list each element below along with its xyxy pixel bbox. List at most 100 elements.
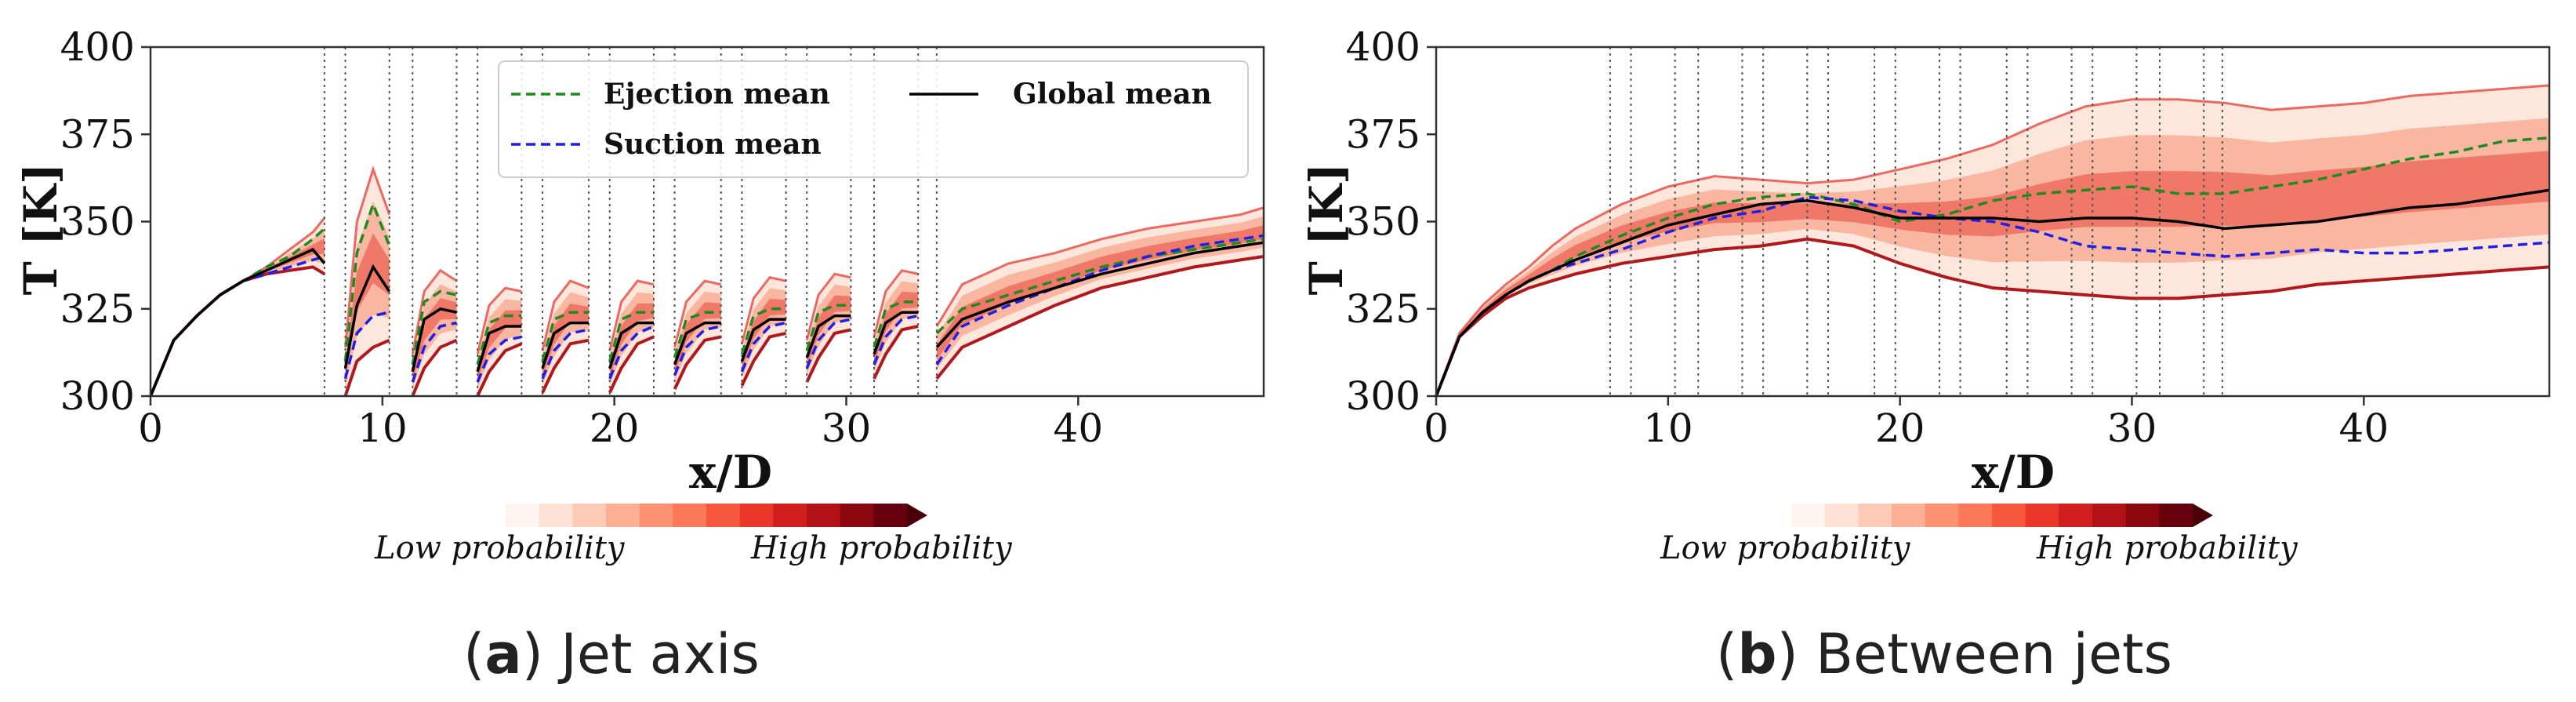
y-tick-label: 325 [60, 286, 135, 332]
panel-between-jets: 0 10 20 30 40 300 325 350 375 400 x/D T [K] Low … [1300, 24, 2551, 686]
colorbar-cell [807, 504, 841, 527]
x-tick-label: 40 [2339, 406, 2389, 451]
band-low-edge [873, 325, 919, 380]
caption-text: Jet axis [557, 622, 760, 686]
x-tick-label: 30 [2107, 406, 2157, 451]
band-low-edge [476, 342, 523, 397]
colorbar-cell [840, 504, 874, 527]
suction-mean-line [541, 328, 590, 380]
global-mean-line [1435, 188, 2550, 397]
x-ticks: 0 10 20 30 40 [138, 396, 1103, 451]
x-axis-label: x/D [689, 446, 772, 499]
y-tick-label: 400 [60, 24, 135, 70]
probability-band-segment [412, 298, 457, 381]
panel-jet-axis: 0 10 20 30 40 300 325 350 375 400 x/D T [K] Ejec… [14, 24, 1265, 686]
suction-mean-line [476, 335, 522, 383]
global-mean-line [740, 318, 786, 362]
caption: (b) Between jets [1716, 622, 2172, 686]
suction-mean-line [935, 234, 1264, 366]
band-low-edge [805, 328, 851, 384]
x-ticks: 0 10 20 30 40 [1424, 396, 2389, 451]
y-axis-label: T [K] [14, 163, 67, 296]
y-tick-label: 350 [60, 199, 135, 245]
band-high-edge [344, 165, 391, 347]
y-ticks: 300 325 350 375 400 [60, 24, 151, 419]
colorbar [506, 504, 927, 527]
x-tick-label: 10 [357, 406, 408, 451]
y-tick-label: 300 [60, 373, 135, 419]
band-low-edge [740, 331, 787, 387]
band-low-edge [149, 265, 325, 397]
band-high-edge [873, 269, 919, 337]
jet-position-lines [1609, 47, 2223, 396]
probability-band-segment [151, 238, 325, 396]
legend-suction-label: Suction mean [604, 128, 822, 161]
global-mean-line [935, 241, 1264, 348]
band-low-edge [608, 335, 655, 394]
colorbar-extend-arrow [907, 504, 927, 527]
ejection-mean-line [873, 300, 919, 348]
y-tick-label: 375 [1346, 111, 1420, 157]
ejection-mean-line [541, 311, 590, 362]
band-high-edge [476, 286, 522, 355]
colorbar-extend-arrow [2193, 504, 2213, 527]
suction-mean-line [673, 325, 722, 376]
band-high-edge [411, 268, 458, 355]
colorbar-cell [1992, 504, 2026, 527]
x-tick-label: 40 [1054, 406, 1104, 451]
series-lines [1435, 136, 2550, 397]
x-tick-label: 30 [822, 406, 872, 451]
colorbar-cell [706, 504, 741, 527]
x-tick-label: 0 [138, 406, 163, 451]
colorbar-cell [773, 504, 807, 527]
y-tick-label: 300 [1346, 373, 1420, 419]
y-tick-label: 350 [1346, 199, 1420, 245]
colorbar-cell [1791, 504, 1826, 527]
colorbar-low-label: Low probability [1660, 530, 1911, 566]
x-tick-label: 10 [1643, 406, 1693, 451]
probability-band-segment [151, 218, 325, 396]
band-low-edge [411, 338, 458, 397]
y-axis-label: T [K] [1300, 163, 1353, 296]
band-high-edge [805, 272, 851, 341]
band-high-edge [740, 276, 786, 344]
global-mean-line [476, 325, 522, 373]
colorbar-low-label: Low probability [374, 530, 626, 566]
band-high-edge [935, 206, 1264, 327]
colorbar-cell [2059, 504, 2093, 527]
colorbar-cell [1824, 504, 1859, 527]
colorbar-cell [673, 504, 707, 527]
legend-global-label: Global mean [1013, 78, 1212, 111]
ejection-mean-line [476, 314, 522, 366]
ejection-mean-line [608, 311, 654, 362]
ejection-mean-line [343, 200, 391, 362]
ejection-mean-line [805, 304, 851, 351]
colorbar-cell [539, 504, 573, 527]
ejection-mean-line [411, 289, 457, 366]
y-tick-label: 400 [1346, 24, 1420, 70]
suction-mean-line [805, 318, 851, 369]
band-low-edge [935, 255, 1264, 380]
suction-mean-line [873, 314, 919, 366]
global-mean-line [805, 314, 851, 358]
probability-band [1435, 84, 2550, 397]
series-lines [149, 200, 1264, 397]
suction-mean-line [740, 321, 786, 373]
caption: (a) Jet axis [463, 622, 760, 686]
legend: Ejection mean Suction mean Global mean [498, 60, 1249, 178]
legend-ejection-label: Ejection mean [604, 78, 830, 111]
x-axis-label: x/D [1972, 446, 2055, 499]
colorbar-cell [639, 504, 673, 527]
ejection-mean-line [935, 238, 1264, 335]
global-mean-line [411, 307, 457, 373]
probability-band [149, 165, 1264, 397]
colorbar-cell [2025, 504, 2059, 527]
suction-mean-line [608, 325, 655, 380]
global-mean-line [541, 321, 590, 369]
ejection-mean-line [673, 311, 721, 358]
colorbar-cell [1925, 504, 1959, 527]
colorbar-cell [1858, 504, 1892, 527]
global-mean-line [873, 311, 919, 355]
suction-mean-line [411, 321, 457, 383]
x-tick-label: 20 [1875, 406, 1925, 451]
